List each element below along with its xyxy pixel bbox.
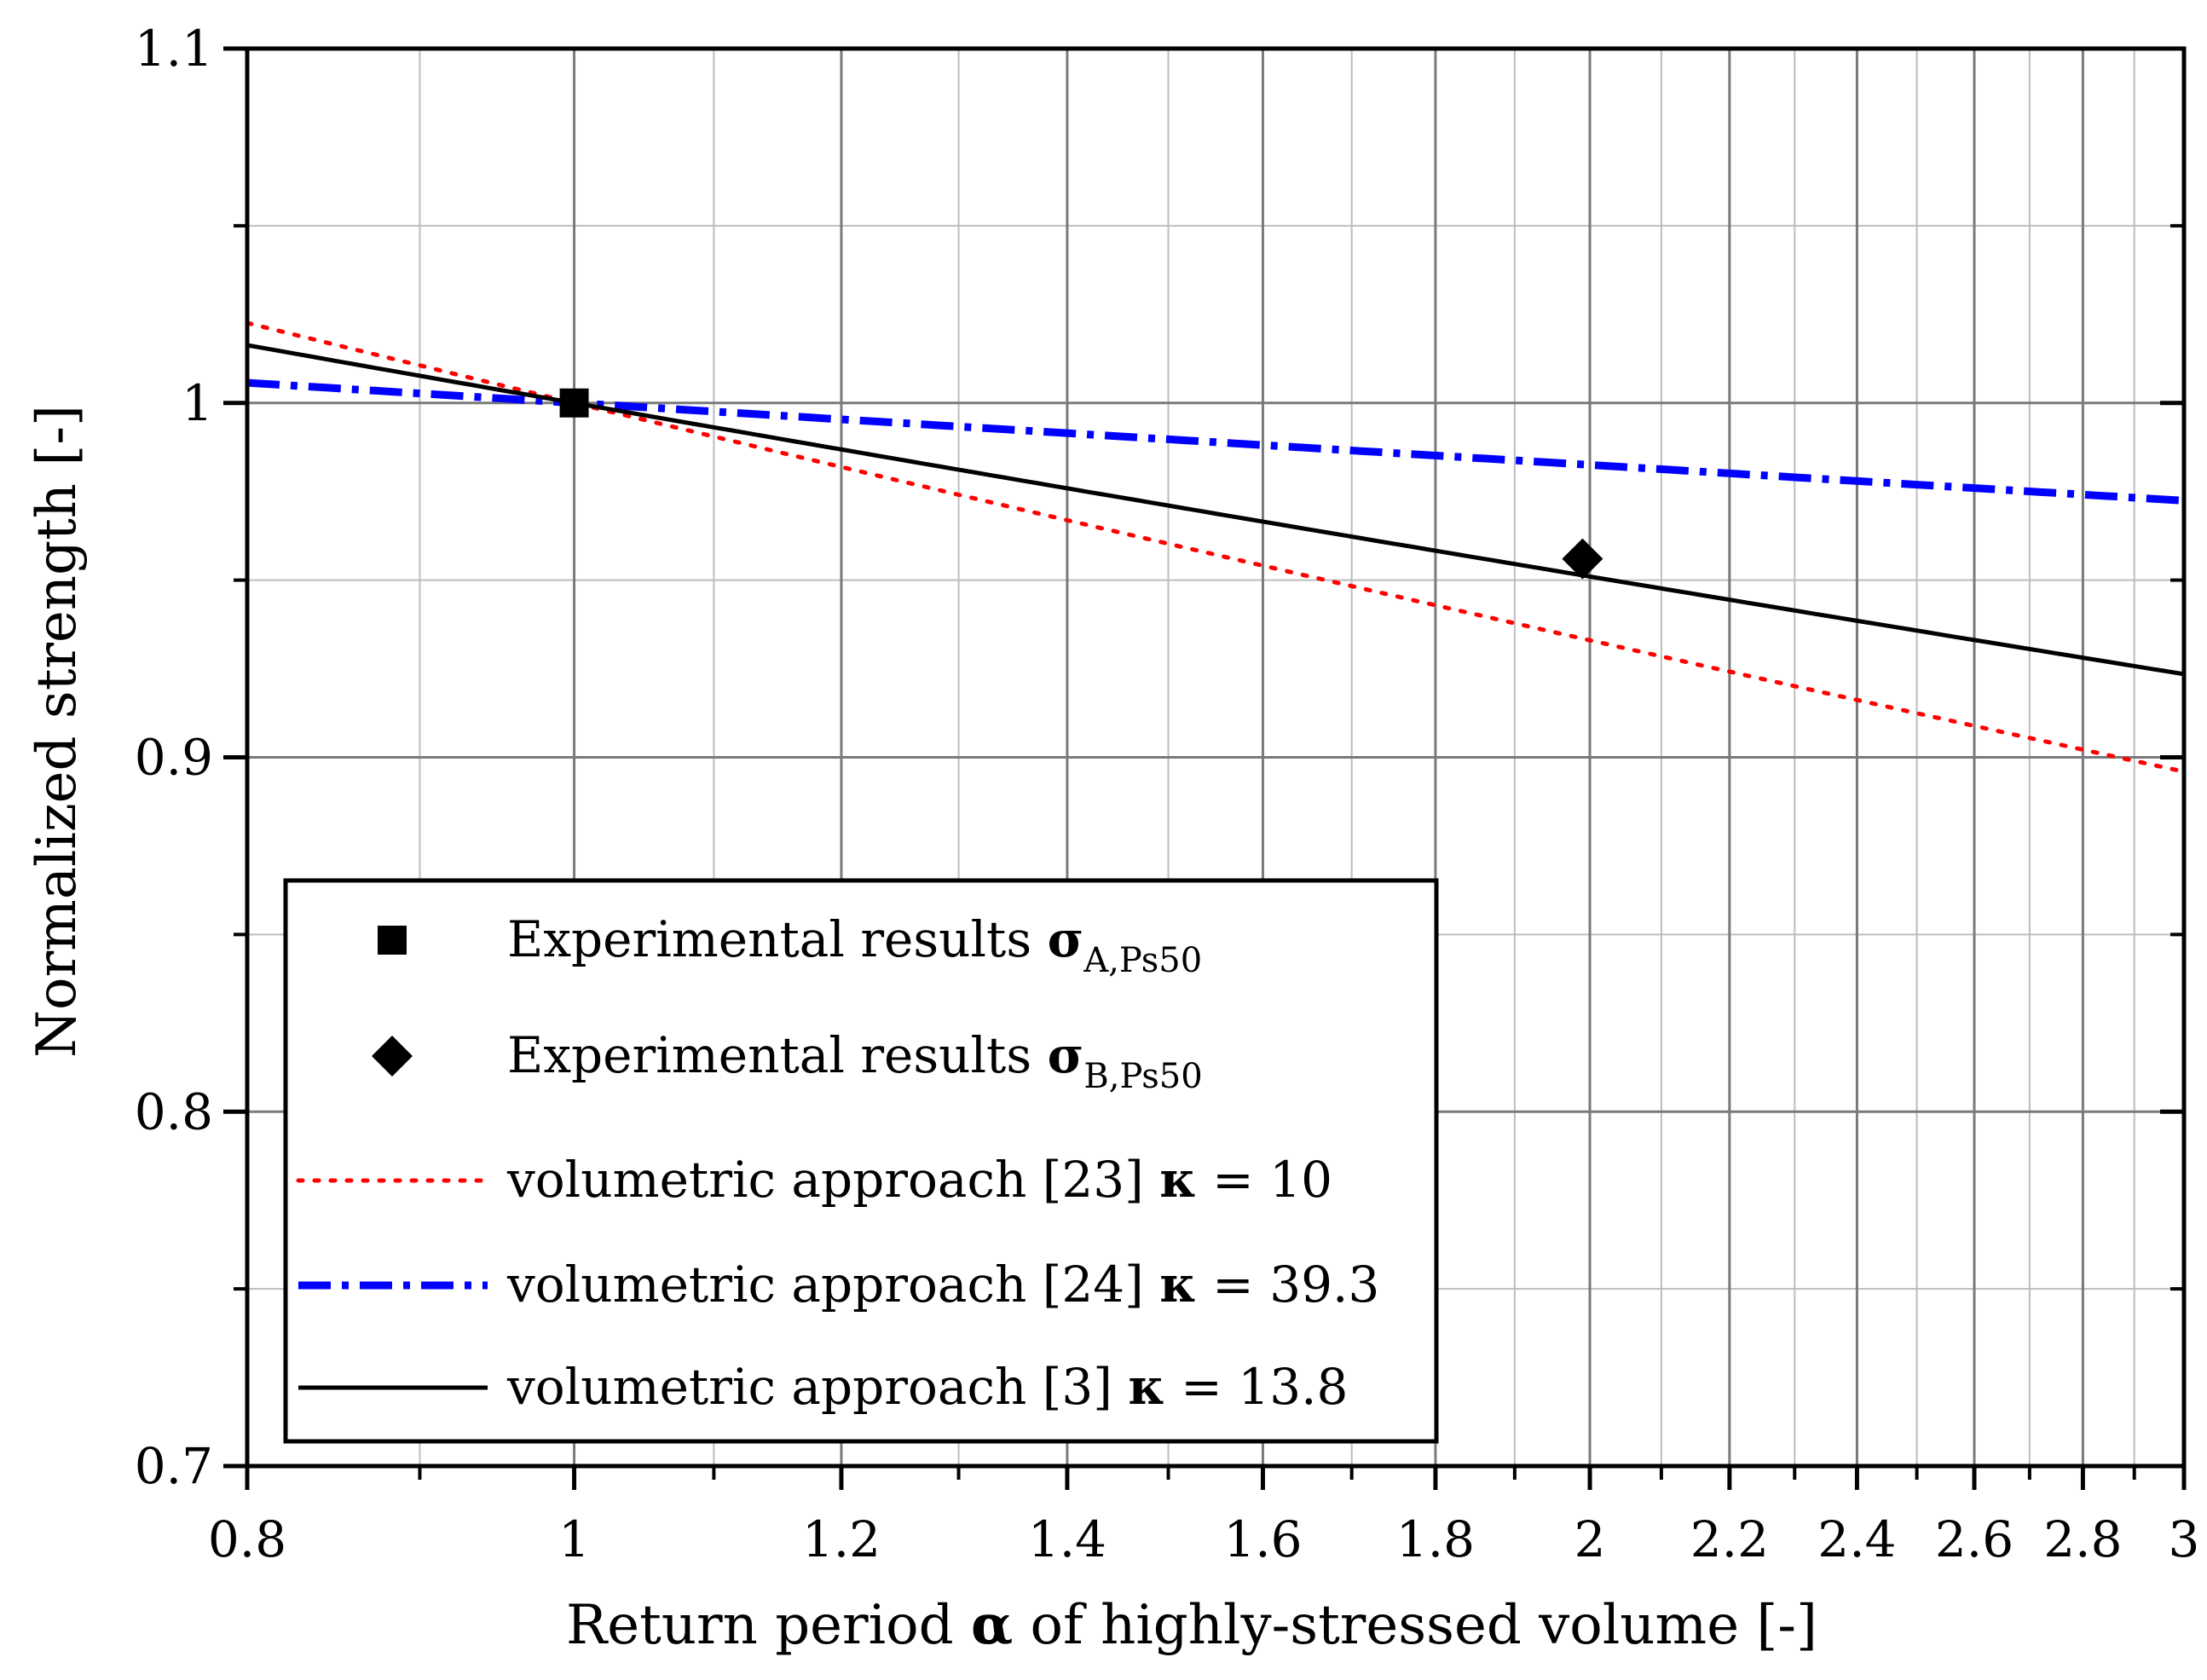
x-tick-label: 2.8 [2043, 1510, 2122, 1568]
legend-label-5: volumetric approach [3] κ = 13.8 [506, 1358, 1348, 1416]
y-tick-label: 1.1 [135, 20, 213, 78]
x-tick-label: 1 [558, 1510, 590, 1568]
legend: Experimental results σA,Ps50 Experimental… [283, 878, 1439, 1444]
x-tick-label: 0.8 [208, 1510, 286, 1568]
x-tick-label: 3 [2169, 1510, 2200, 1568]
data-point-2 [1562, 538, 1603, 580]
x-tick-label: 2.4 [1817, 1510, 1896, 1568]
y-tick-label: 1 [182, 374, 213, 432]
y-tick-label: 0.9 [135, 729, 213, 787]
series-line-1 [245, 320, 2187, 774]
x-tick-label: 1.6 [1223, 1510, 1302, 1568]
x-tick-label: 2 [1574, 1510, 1606, 1568]
y-axis-title: Normalized strength [-] [26, 405, 89, 1058]
legend-label-2: Experimental results σB,Ps50 [507, 1026, 1203, 1096]
legend-marker-1 [378, 926, 407, 955]
legend-label-1: Experimental results σA,Ps50 [507, 910, 1202, 980]
legend-label-4: volumetric approach [24] κ = 39.3 [506, 1256, 1379, 1313]
legend-marker-2 [372, 1036, 413, 1077]
x-tick-label: 2.6 [1935, 1510, 2013, 1568]
y-tick-label: 0.7 [135, 1437, 213, 1495]
x-tick-label: 2.2 [1690, 1510, 1769, 1568]
legend-label-3: volumetric approach [23] κ = 10 [506, 1151, 1332, 1209]
y-tick-label: 0.8 [135, 1082, 213, 1140]
x-tick-label: 1.8 [1396, 1510, 1475, 1568]
ticks: 0.8 1 1.2 1.4 1.6 1.8 2 2.2 2.4 2.6 2.8 3 0.7 0.8 0.9 1… [135, 20, 2200, 1568]
x-axis-title: Return period α of highly-stressed volum… [566, 1593, 1817, 1657]
data-point-1 [559, 388, 589, 418]
legend-box [283, 878, 1439, 1444]
points-layer [559, 388, 1603, 580]
x-tick-label: 1.2 [802, 1510, 881, 1568]
x-tick-label: 1.4 [1028, 1510, 1106, 1568]
